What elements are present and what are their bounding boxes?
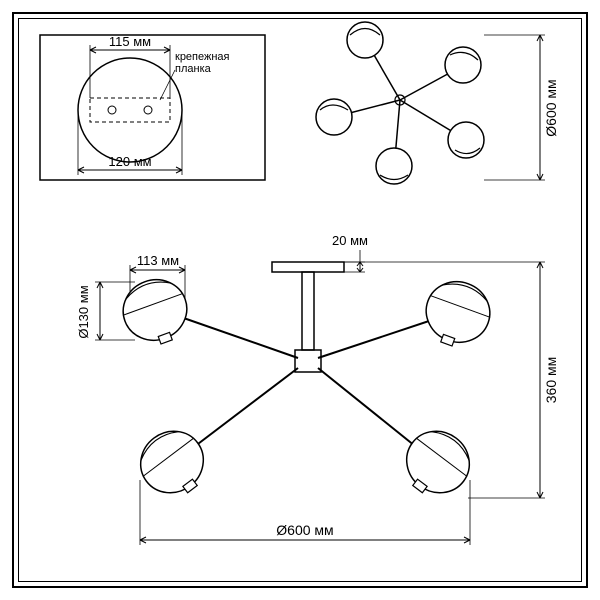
dim-bottom-diameter: Ø600 мм — [276, 522, 333, 538]
mount-label-1: крепежная — [175, 51, 230, 63]
drawing-svg: 115 мм крепежная планка 120 мм — [0, 0, 600, 600]
dim-globe-diameter: Ø130 мм — [76, 285, 91, 338]
dim-mount-height: 20 мм — [332, 233, 368, 248]
technical-drawing: 115 мм крепежная планка 120 мм — [0, 0, 600, 600]
dim-mount-width: 115 мм — [109, 34, 151, 49]
dim-base-width: 120 мм — [108, 154, 151, 169]
hole-right — [144, 106, 152, 114]
side-view — [115, 262, 499, 508]
mount-label-2: планка — [175, 63, 212, 75]
hole-left — [108, 106, 116, 114]
top-view — [316, 22, 484, 184]
inset-box — [40, 35, 265, 180]
dim-globe-width: 113 мм — [137, 253, 179, 268]
mount-plate — [90, 98, 170, 122]
base-circle — [78, 58, 182, 162]
dim-side-height: 360 мм — [543, 357, 559, 404]
dim-top-diameter: Ø600 мм — [543, 79, 559, 136]
